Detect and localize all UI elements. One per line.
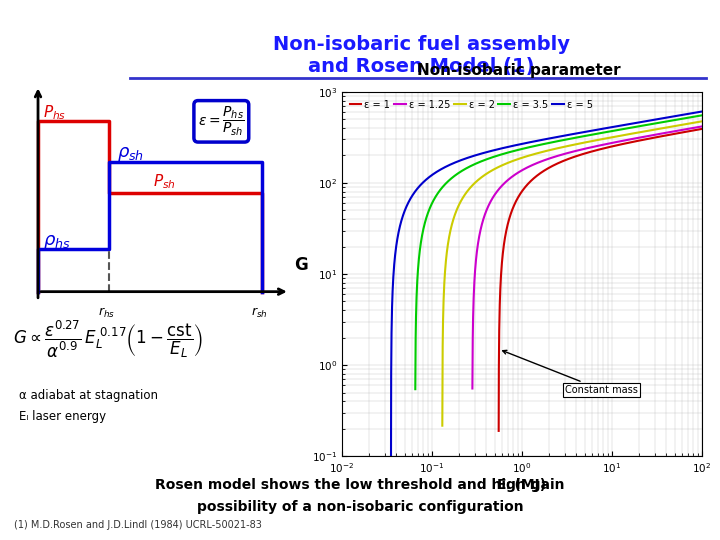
- Text: $\varepsilon = \dfrac{P_{hs}}{P_{sh}}$: $\varepsilon = \dfrac{P_{hs}}{P_{sh}}$: [198, 105, 245, 138]
- Text: and Rosen Model (1): and Rosen Model (1): [308, 57, 534, 76]
- Text: $P_{sh}$: $P_{sh}$: [153, 172, 176, 191]
- Y-axis label: G: G: [294, 256, 307, 274]
- Legend: ε = 1, ε = 1.25, ε = 2, ε = 3.5, ε = 5: ε = 1, ε = 1.25, ε = 2, ε = 3.5, ε = 5: [347, 97, 595, 112]
- Text: Non-isobaric fuel assembly: Non-isobaric fuel assembly: [273, 35, 570, 54]
- Text: possibility of a non-isobaric configuration: possibility of a non-isobaric configurat…: [197, 500, 523, 514]
- Text: $G \propto \dfrac{\varepsilon^{0.27}}{\alpha^{0.9}} \, E_L^{\;0.17} \left(1 - \d: $G \propto \dfrac{\varepsilon^{0.27}}{\a…: [13, 319, 203, 360]
- Text: Eₗ laser energy: Eₗ laser energy: [19, 409, 107, 423]
- Text: $r_{hs}$: $r_{hs}$: [98, 306, 115, 320]
- Text: Non-isobaric parameter: Non-isobaric parameter: [417, 63, 620, 78]
- Text: $\rho_{hs}$: $\rho_{hs}$: [43, 233, 71, 251]
- Text: $r_{sh}$: $r_{sh}$: [251, 306, 268, 320]
- Text: Rosen model shows the low threshold and high gain: Rosen model shows the low threshold and …: [156, 478, 564, 492]
- Text: (1) M.D.Rosen and J.D.Lindl (1984) UCRL-50021-83: (1) M.D.Rosen and J.D.Lindl (1984) UCRL-…: [14, 520, 262, 530]
- Text: α adiabat at stagnation: α adiabat at stagnation: [19, 389, 158, 402]
- Text: $P_{hs}$: $P_{hs}$: [43, 103, 67, 122]
- X-axis label: Eₗ (MJ): Eₗ (MJ): [498, 478, 546, 492]
- Text: Constant mass: Constant mass: [503, 350, 638, 395]
- Text: $\rho_{sh}$: $\rho_{sh}$: [117, 145, 145, 163]
